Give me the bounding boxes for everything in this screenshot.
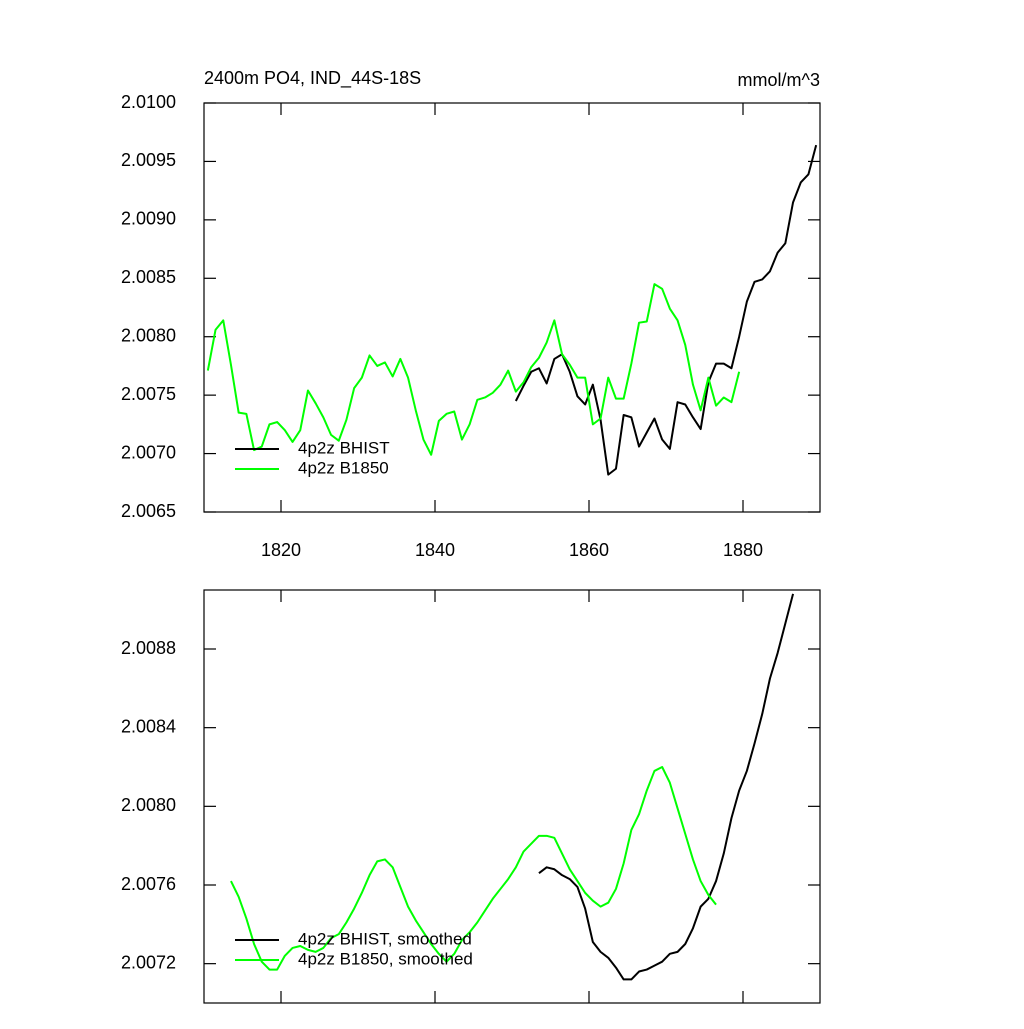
x-tick-label: 1820 [261,540,301,560]
chart-title: 2400m PO4, IND_44S-18S [204,68,421,89]
y-tick-label: 2.0088 [121,638,176,658]
data-line [230,766,717,971]
x-tick-label: 1880 [723,540,763,560]
y-tick-label: 2.0070 [121,442,176,462]
data-line [538,593,795,981]
x-tick-label: 1840 [415,540,455,560]
y-tick-label: 2.0080 [121,795,176,815]
y-tick-label: 2.0084 [121,716,176,736]
y-tick-label: 2.0090 [121,209,176,229]
y-tick-label: 2.0100 [121,92,176,112]
legend-label: 4p2z B1850 [298,458,389,477]
legend-label: 4p2z BHIST, smoothed [298,929,472,948]
plot-frame [203,102,821,513]
data-line [206,283,741,456]
plot-frame [203,589,821,1004]
y-tick-label: 2.0095 [121,150,176,170]
data-line [514,144,818,476]
y-tick-label: 2.0065 [121,501,176,521]
units-title: mmol/m^3 [738,70,820,90]
y-tick-label: 2.0076 [121,874,176,894]
legend-label: 4p2z B1850, smoothed [298,949,473,968]
y-tick-label: 2.0085 [121,267,176,287]
y-tick-label: 2.0075 [121,384,176,404]
y-tick-label: 2.0080 [121,325,176,345]
y-tick-label: 2.0072 [121,952,176,972]
x-tick-label: 1860 [569,540,609,560]
legend-label: 4p2z BHIST [298,438,390,457]
